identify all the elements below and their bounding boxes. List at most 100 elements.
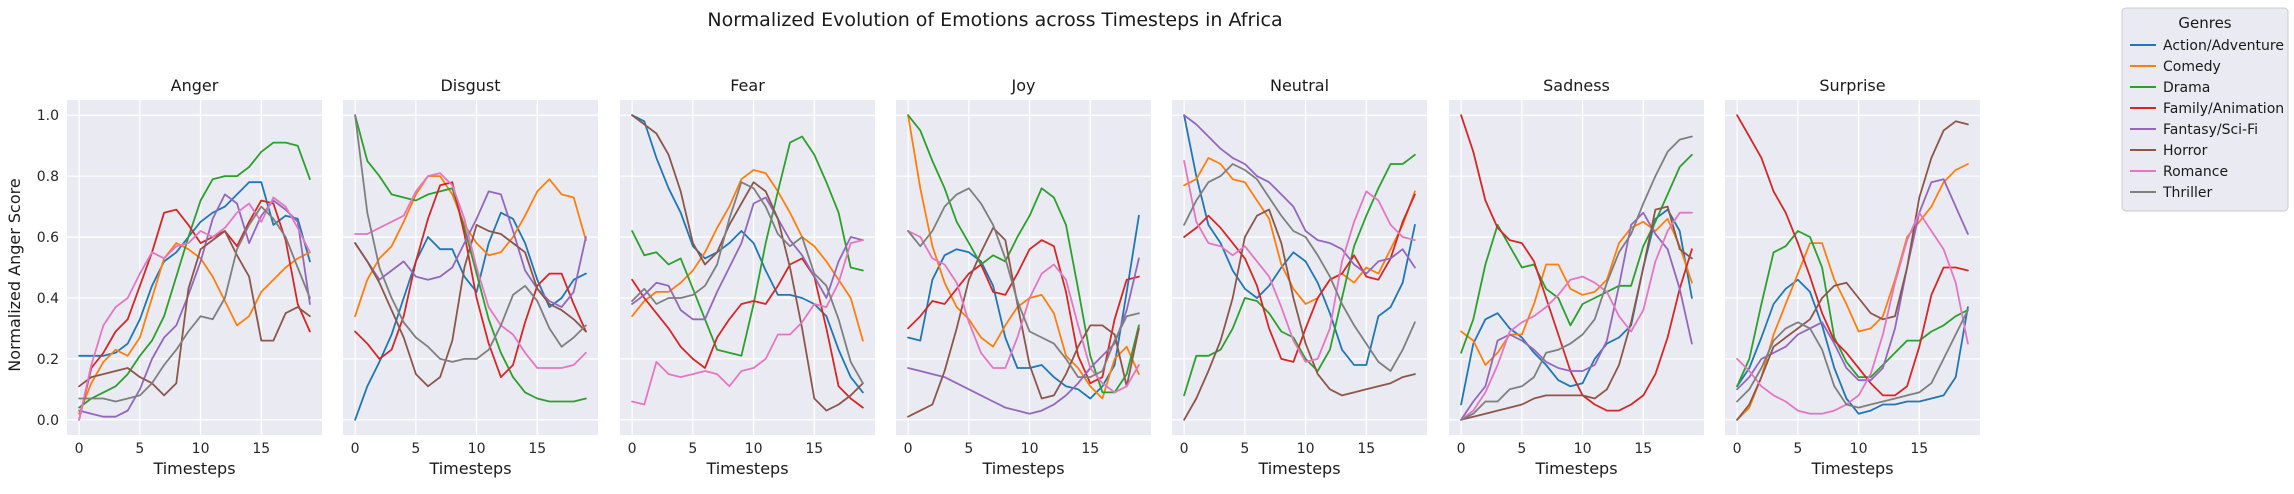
x-axis-label: Timesteps xyxy=(1810,459,1893,478)
legend-entry-drama: Drama xyxy=(2130,80,2210,96)
series-line-romance xyxy=(78,196,311,421)
series-line-thriller xyxy=(78,205,311,403)
series-line-family-animation xyxy=(354,181,587,379)
panels: 0.0 0.2 0.4 0.6 0.8 1.0 0 5 10 15 Anger Timesteps 0 5… xyxy=(37,76,1980,478)
x-tick-label: 15 xyxy=(805,441,823,457)
series-line-family-animation xyxy=(1460,114,1693,412)
series-line-horror xyxy=(907,226,1140,418)
series-line-drama xyxy=(354,114,587,403)
series-line-family-animation xyxy=(907,239,1140,385)
series-line-fantasy-sci-fi xyxy=(1183,114,1416,275)
x-tick-label: 0 xyxy=(1733,441,1742,457)
panel-title: Fear xyxy=(730,76,765,95)
panel-title: Sadness xyxy=(1543,76,1610,95)
y-tick-label: 1.0 xyxy=(37,108,59,124)
series-line-romance xyxy=(1460,211,1693,421)
series-line-comedy xyxy=(354,175,587,318)
series-line-thriller xyxy=(1736,309,1969,409)
x-tick-label: 5 xyxy=(411,441,420,457)
panel-anger: 0.0 0.2 0.4 0.6 0.8 1.0 0 5 10 15 Anger Timesteps xyxy=(37,76,322,478)
x-axis-label: Timesteps xyxy=(428,459,511,478)
panel-disgust: 0 5 10 15 Disgust Timesteps xyxy=(343,76,598,478)
plot-area xyxy=(1172,100,1427,435)
y-tick-label: 0.4 xyxy=(37,291,59,307)
x-tick-label: 5 xyxy=(1517,441,1526,457)
series-line-horror xyxy=(631,114,864,412)
series-line-fantasy-sci-fi xyxy=(1460,211,1693,421)
x-tick-label: 15 xyxy=(528,441,546,457)
x-tick-label: 0 xyxy=(75,441,84,457)
series-line-comedy xyxy=(907,114,1140,400)
y-tick-label: 0.2 xyxy=(37,352,59,368)
x-tick-label: 0 xyxy=(351,441,360,457)
x-axis-label: Timesteps xyxy=(1257,459,1340,478)
legend-entry-comedy: Comedy xyxy=(2130,59,2221,75)
panel-title: Disgust xyxy=(440,76,500,95)
series-line-romance xyxy=(1736,211,1969,415)
x-tick-label: 10 xyxy=(1021,441,1039,457)
legend-label: Fantasy/Sci-Fi xyxy=(2163,122,2258,138)
series-line-romance xyxy=(1183,159,1416,363)
x-axis-label: Timesteps xyxy=(981,459,1064,478)
series-line-family-animation xyxy=(1736,114,1969,397)
panel-neutral: 0 5 10 15 Neutral Timesteps xyxy=(1172,76,1427,478)
panel-title: Neutral xyxy=(1270,76,1329,95)
legend-box xyxy=(2121,7,2289,212)
panel-surprise: 0 5 10 15 Surprise Timesteps xyxy=(1725,76,1980,478)
legend-entry-family-animation: Family/Animation xyxy=(2130,101,2284,117)
x-tick-label: 10 xyxy=(1850,441,1868,457)
series-line-fantasy-sci-fi xyxy=(354,190,587,309)
panel-fear: 0 5 10 15 Fear Timesteps xyxy=(620,76,875,478)
x-tick-label: 10 xyxy=(1574,441,1592,457)
panel-title: Anger xyxy=(171,76,219,95)
legend-title: Genres xyxy=(2178,14,2231,32)
series-line-drama xyxy=(1460,153,1693,354)
x-tick-label: 5 xyxy=(964,441,973,457)
series-line-thriller xyxy=(1460,135,1693,421)
series-line-horror xyxy=(1736,120,1969,421)
legend-label: Horror xyxy=(2163,143,2208,159)
series-line-comedy xyxy=(78,242,311,415)
series-line-drama xyxy=(631,135,864,357)
x-tick-label: 5 xyxy=(1793,441,1802,457)
legend-entry-fantasy-sci-fi: Fantasy/Sci-Fi xyxy=(2130,122,2258,138)
legend-label: Drama xyxy=(2163,80,2210,96)
x-axis-label: Timesteps xyxy=(705,459,788,478)
series-line-fantasy-sci-fi xyxy=(1736,178,1969,391)
legend-label: Action/Adventure xyxy=(2163,38,2284,54)
legend-entry-romance: Romance xyxy=(2130,164,2228,180)
legend-label: Thriller xyxy=(2162,185,2212,201)
series-line-comedy xyxy=(1736,163,1969,421)
legend: Genres Action/Adventure Comedy Drama Family… xyxy=(2121,7,2289,212)
x-tick-label: 10 xyxy=(1297,441,1315,457)
series-line-horror xyxy=(78,230,311,397)
panel-joy: 0 5 10 15 Joy Timesteps xyxy=(896,76,1151,478)
x-tick-label: 0 xyxy=(628,441,637,457)
legend-label: Romance xyxy=(2163,164,2228,180)
x-tick-label: 10 xyxy=(468,441,486,457)
x-tick-label: 15 xyxy=(1081,441,1099,457)
series-line-thriller xyxy=(631,181,864,385)
series-line-horror xyxy=(1460,205,1693,421)
legend-entry-action-adventure: Action/Adventure xyxy=(2130,38,2284,54)
y-tick-label: 0.6 xyxy=(37,230,59,246)
x-tick-label: 0 xyxy=(1457,441,1466,457)
plot-area xyxy=(620,100,875,435)
series-line-romance xyxy=(354,172,587,369)
legend-label: Family/Animation xyxy=(2163,101,2284,117)
series-line-fantasy-sci-fi xyxy=(631,196,864,321)
legend-label: Comedy xyxy=(2163,59,2221,75)
series-line-family-animation xyxy=(631,257,864,409)
series-line-drama xyxy=(1736,230,1969,388)
x-tick-label: 15 xyxy=(252,441,270,457)
series-line-fantasy-sci-fi xyxy=(907,257,1140,415)
series-line-thriller xyxy=(354,114,587,363)
x-tick-label: 0 xyxy=(904,441,913,457)
panel-sadness: 0 5 10 15 Sadness Timesteps xyxy=(1449,76,1704,478)
panel-title: Surprise xyxy=(1819,76,1885,95)
x-tick-label: 15 xyxy=(1910,441,1928,457)
x-tick-label: 10 xyxy=(745,441,763,457)
plot-area xyxy=(1725,100,1980,435)
y-axis-label: Normalized Anger Score xyxy=(5,178,24,371)
